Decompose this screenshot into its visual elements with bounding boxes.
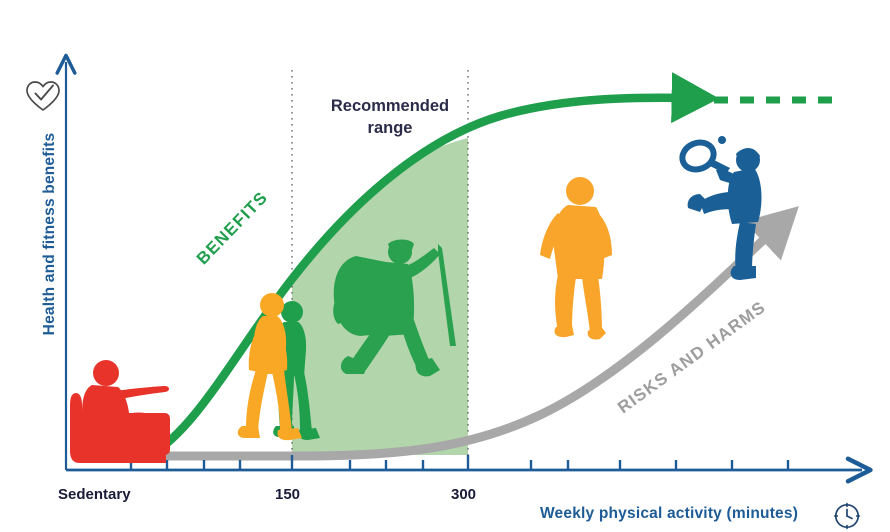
recommended-range-label: Recommended range bbox=[300, 96, 480, 140]
x-tick-label-sedentary: Sedentary bbox=[58, 486, 131, 503]
x-axis-ticks bbox=[129, 455, 790, 470]
y-axis-label: Health and fitness benefits bbox=[41, 132, 58, 336]
hiker-person-green-figure bbox=[333, 239, 456, 377]
walking-person-orange-figure bbox=[237, 293, 302, 441]
x-axis-label: Weekly physical activity (minutes) bbox=[540, 505, 799, 522]
sedentary-person-red-figure bbox=[70, 360, 170, 463]
runner-person-orange-figure bbox=[540, 177, 612, 340]
benefits-curve bbox=[145, 72, 720, 460]
risks-and-harms-curve bbox=[145, 206, 799, 461]
recommended-range-line2: range bbox=[367, 118, 413, 137]
recommended-range-line1: Recommended bbox=[330, 97, 450, 115]
clock-icon bbox=[833, 502, 861, 530]
x-tick-label-150: 150 bbox=[275, 486, 301, 503]
x-tick-label-300: 300 bbox=[451, 486, 477, 503]
heart-check-icon bbox=[26, 81, 60, 111]
tennis-player-blue-figure bbox=[679, 136, 762, 280]
